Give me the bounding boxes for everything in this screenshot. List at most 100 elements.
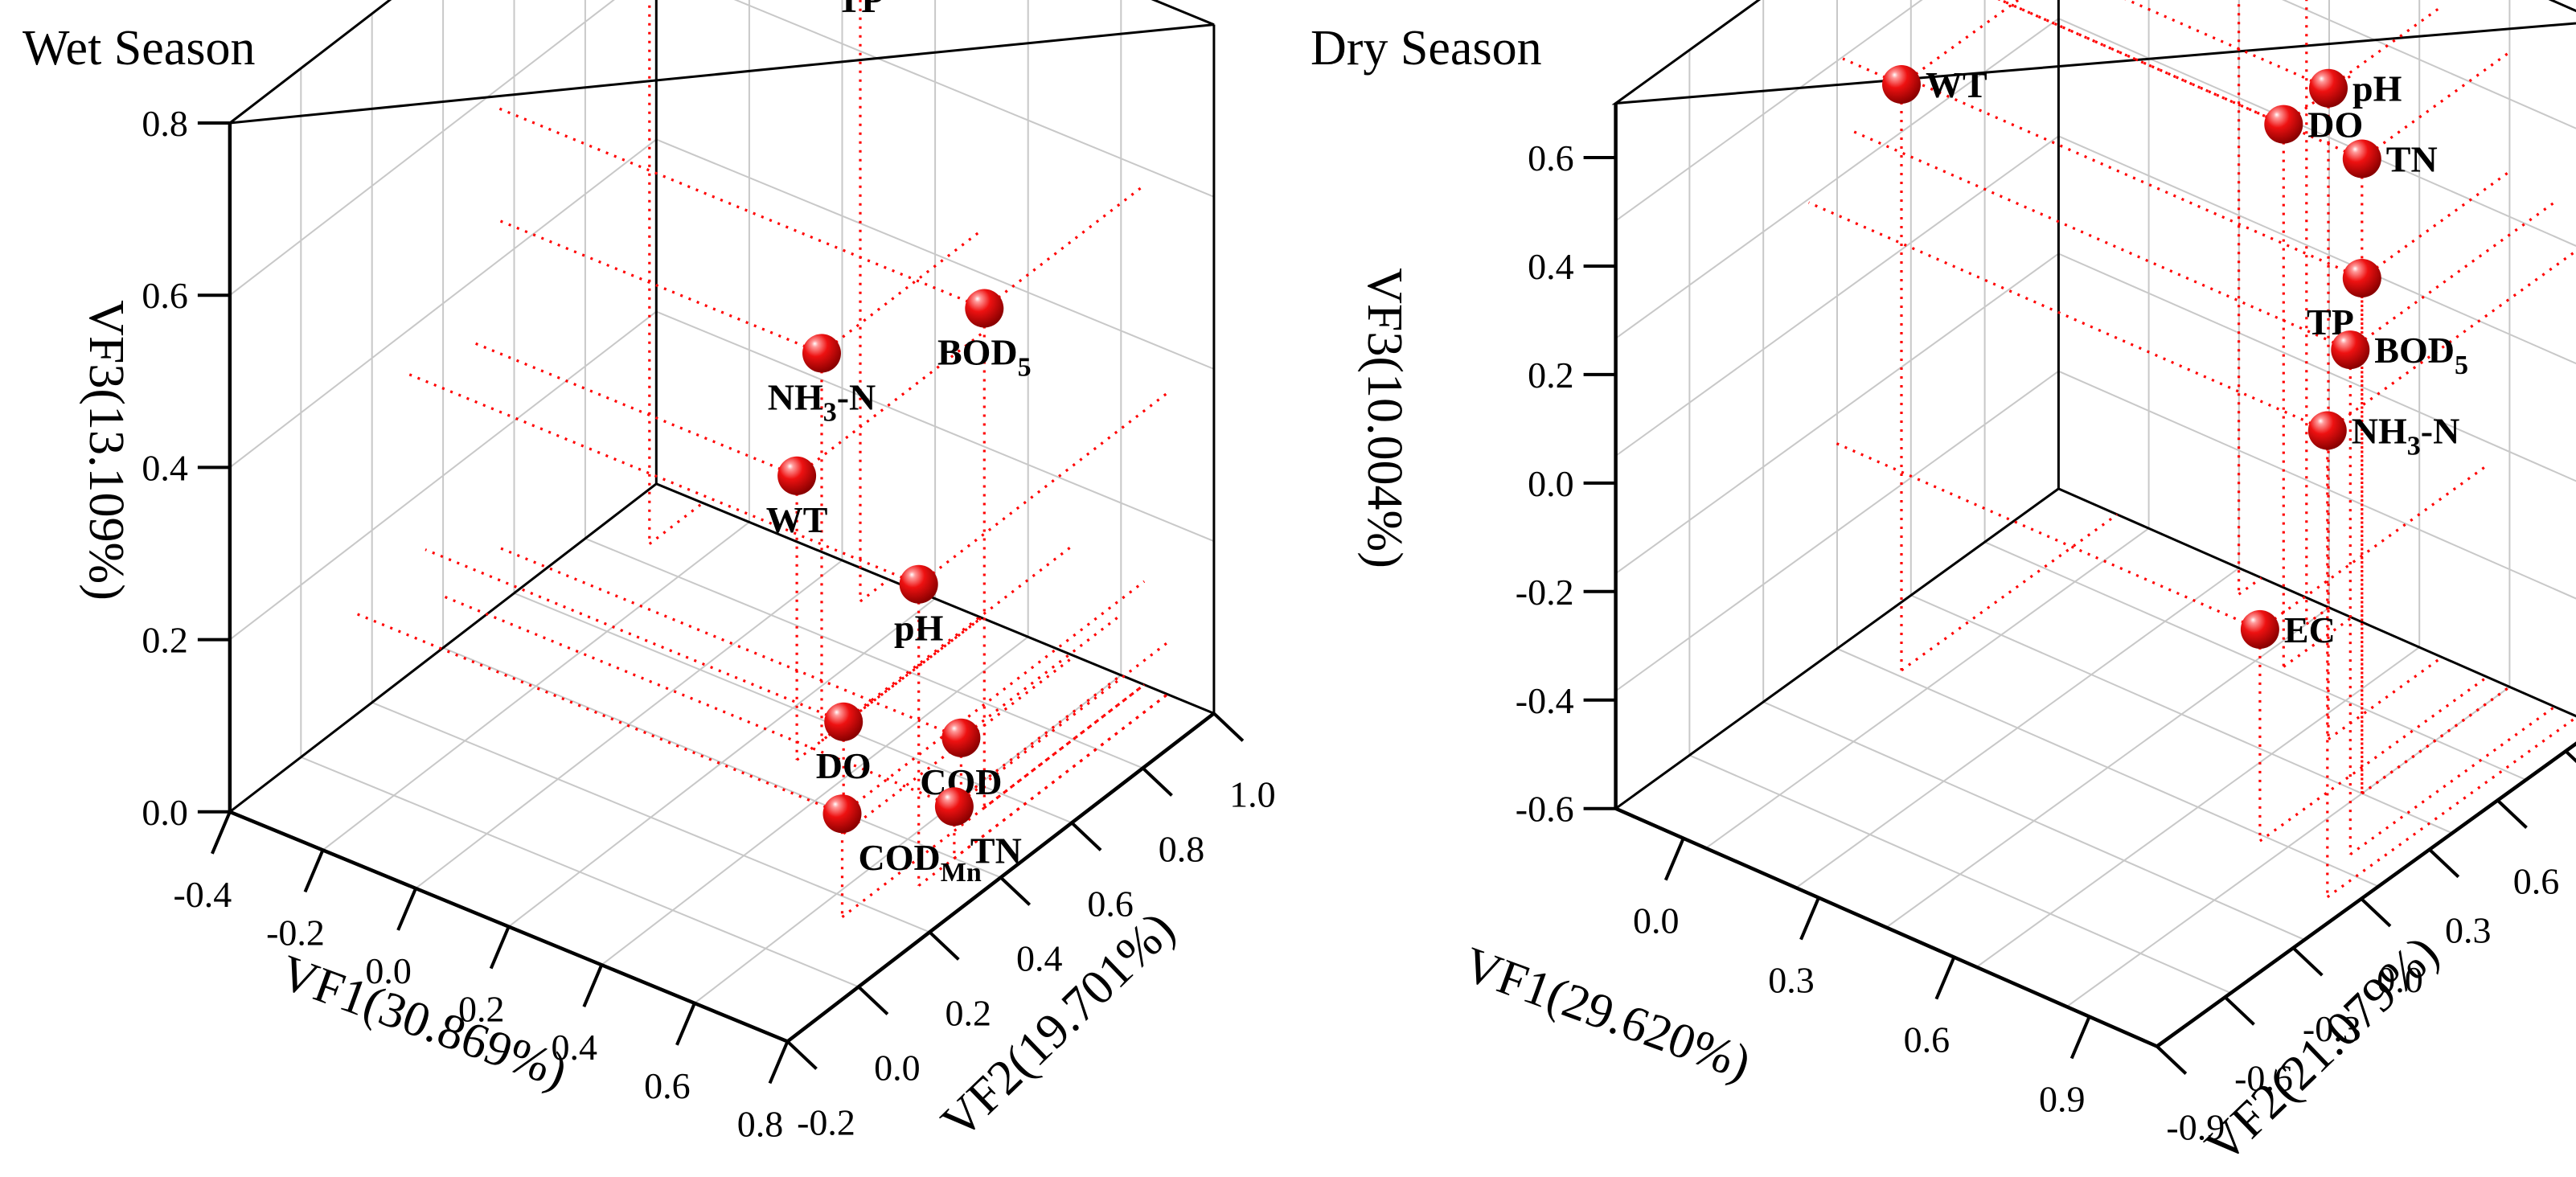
wet-season-panel: -0.4 -0.2 0.0 0.2 0.4 0.6 0.8 -0.2 0.0 0.2 0.4 0.6 0… — [0, 0, 1288, 1173]
wall-projection-line — [843, 543, 1076, 724]
x-axis-label: VF1(30.869%) — [273, 945, 574, 1099]
y-tick — [1142, 766, 1173, 797]
data-point — [2309, 68, 2348, 108]
x-tick — [768, 1040, 790, 1085]
x-tick-label: 0.6 — [644, 1065, 691, 1106]
back-wall-gridline — [655, 310, 1215, 543]
y-tick — [2156, 1045, 2188, 1075]
wall-projection-line — [796, 332, 982, 478]
floor-gridline — [1984, 541, 2527, 781]
x-tick — [396, 888, 417, 931]
point-label: EC — [2284, 609, 2336, 650]
floor-projection-line — [960, 674, 1122, 800]
wall-projection-line — [2361, 51, 2511, 160]
wall-projection-line — [2258, 464, 2488, 631]
wall-projection-line — [821, 229, 982, 355]
floor-projection-line — [796, 617, 982, 761]
point-label-main: BOD — [2374, 330, 2455, 371]
x-tick-label: 0.0 — [1633, 900, 1680, 941]
x-tick-label: 0.8 — [737, 1103, 784, 1144]
data-point — [899, 564, 938, 604]
x-tick-label: 0.0 — [365, 950, 412, 991]
y-tick-label: 0.2 — [945, 992, 992, 1033]
side-wall-gridline — [1615, 0, 1923, 222]
point-label: TN — [970, 830, 1022, 871]
back-wall-gridline — [2282, 0, 2576, 129]
z-axis-label: VF3(10.004%) — [1357, 268, 1412, 568]
back-wall-gridline — [2057, 252, 2576, 482]
z-tick-label: 0.0 — [142, 792, 188, 833]
floor-projection-line — [2328, 656, 2443, 740]
back-wall-gridline — [655, 138, 1215, 370]
point-label: NH3-N — [768, 376, 876, 427]
point-label-main: WT — [766, 499, 828, 540]
x-tick — [1799, 896, 1820, 941]
x-tick-label: 0.2 — [458, 989, 505, 1030]
data-point — [934, 787, 974, 826]
side-wall-gridline — [229, 310, 657, 641]
y-tick-label: -0.3 — [2303, 1008, 2361, 1049]
point-label-subscript: Mn — [941, 858, 982, 888]
wall-projection-line — [1853, 130, 2351, 351]
x-tick-label: 0.4 — [552, 1027, 598, 1068]
point-label: pH — [894, 608, 944, 649]
data-point — [2331, 330, 2370, 370]
data-point — [2264, 105, 2303, 144]
floor-projection-line — [953, 693, 1169, 859]
back-wall-gridline — [733, 0, 1215, 198]
x-tick — [675, 1003, 696, 1046]
z-tick-label: 0.4 — [142, 447, 188, 488]
z-tick-label: 0.8 — [142, 103, 188, 144]
x-tick-label: 0.9 — [2039, 1079, 2086, 1120]
point-label: BOD5 — [2374, 330, 2468, 380]
back-edge — [2057, 487, 2576, 718]
y-tick-label: 0.3 — [2445, 910, 2492, 951]
wall-projection-line — [960, 613, 1122, 740]
back-wall-gridline — [2549, 0, 2576, 12]
point-label-main: DO — [816, 745, 872, 786]
y-tick-label: 0.8 — [1159, 828, 1205, 869]
x-tick — [303, 849, 325, 893]
y-tick — [2428, 848, 2460, 879]
floor-projection-line — [648, 502, 704, 545]
y-tick — [2291, 946, 2324, 977]
z-tick-label: 0.6 — [142, 275, 188, 316]
point-label-main: pH — [2352, 68, 2402, 109]
y-tick-label: 0.6 — [2513, 861, 2560, 902]
back-edge — [655, 482, 1215, 715]
data-point — [822, 794, 862, 834]
z-tick-label: 0.6 — [1528, 137, 1574, 178]
point-label: BOD5 — [937, 332, 1032, 383]
back-edge — [228, 482, 658, 813]
side-wall-gridline — [229, 138, 657, 469]
point-label-main: COD — [859, 837, 941, 878]
wall-projection-line — [1997, 0, 2284, 126]
y-tick-label: -0.6 — [2234, 1057, 2293, 1098]
top-frame — [1611, 0, 2576, 105]
floor-gridline — [585, 537, 1143, 769]
point-label-subscript: 3 — [2407, 432, 2421, 461]
z-tick-label: 0.4 — [1528, 246, 1574, 287]
side-wall-gridline — [229, 0, 615, 296]
back-edge — [1614, 487, 2060, 810]
y-tick — [857, 985, 889, 1015]
side-wall-gridline — [1615, 370, 2059, 692]
floor-projection-line — [983, 683, 1146, 809]
dry-season-chart: 0.00.30.60.9-0.9-0.6-0.30.00.30.60.9-0.6… — [1311, 0, 2576, 1174]
x-tick-label: -0.4 — [173, 874, 232, 915]
data-point — [2240, 609, 2279, 649]
point-label-subscript: 5 — [1018, 353, 1032, 383]
side-wall-gridline — [1615, 252, 2059, 575]
wall-projection-line — [1831, 440, 2261, 631]
wall-projection-line — [1901, 0, 2021, 86]
wall-projection-line — [2124, 0, 2329, 90]
point-label-main: TN — [970, 830, 1022, 871]
point-label: WT — [1926, 64, 1987, 105]
wall-projection-line — [495, 106, 985, 310]
z-tick-label: 0.2 — [142, 620, 188, 661]
y-axis — [2156, 741, 2576, 1048]
wall-projection-line — [407, 372, 920, 586]
y-tick — [2360, 897, 2392, 928]
point-label: CODMn — [859, 837, 982, 888]
data-point — [965, 289, 1004, 328]
